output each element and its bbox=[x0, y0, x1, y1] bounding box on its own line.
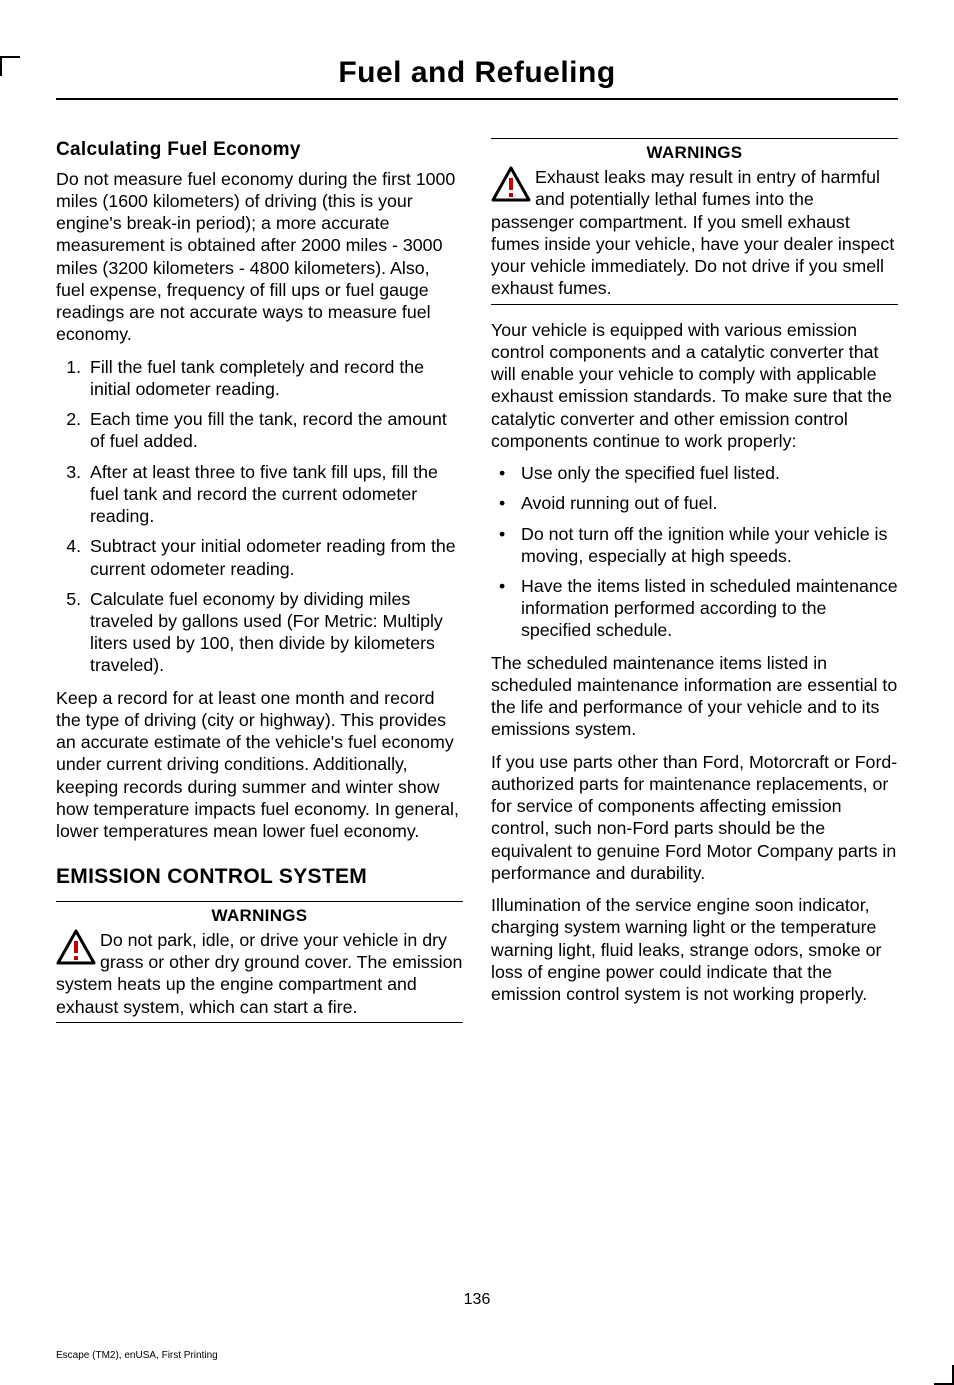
list-item: Fill the fuel tank completely and record… bbox=[86, 356, 463, 400]
warning-triangle-icon bbox=[56, 929, 96, 965]
warnings-label: WARNINGS bbox=[56, 901, 463, 926]
warnings-label: WARNINGS bbox=[491, 138, 898, 163]
list-item: Have the items listed in scheduled maint… bbox=[491, 575, 898, 642]
steps-list: Fill the fuel tank completely and record… bbox=[56, 356, 463, 677]
list-item: Use only the specified fuel listed. bbox=[491, 462, 898, 484]
list-item: Subtract your initial odometer reading f… bbox=[86, 535, 463, 579]
heading-calculating: Calculating Fuel Economy bbox=[56, 138, 463, 162]
warning-text: Exhaust leaks may result in entry of har… bbox=[491, 167, 894, 298]
warning-triangle-icon bbox=[491, 166, 531, 202]
footer-text: Escape (TM2), enUSA, First Printing bbox=[56, 1350, 218, 1361]
para-scheduled: The scheduled maintenance items listed i… bbox=[491, 652, 898, 741]
para-parts: If you use parts other than Ford, Motorc… bbox=[491, 751, 898, 884]
para-equipped: Your vehicle is equipped with various em… bbox=[491, 319, 898, 452]
list-item: Each time you fill the tank, record the … bbox=[86, 408, 463, 452]
list-item: Avoid running out of fuel. bbox=[491, 492, 898, 514]
list-item: After at least three to five tank fill u… bbox=[86, 461, 463, 528]
right-column: WARNINGS Exhaust leaks may result in ent… bbox=[491, 138, 898, 1031]
warning-block: Do not park, idle, or drive your vehicle… bbox=[56, 929, 463, 1023]
para-record: Keep a record for at least one month and… bbox=[56, 687, 463, 843]
crop-mark-top-left bbox=[0, 56, 20, 76]
para-intro: Do not measure fuel economy during the f… bbox=[56, 168, 463, 346]
list-item: Do not turn off the ignition while your … bbox=[491, 523, 898, 567]
bullet-list: Use only the specified fuel listed. Avoi… bbox=[491, 462, 898, 642]
content-columns: Calculating Fuel Economy Do not measure … bbox=[0, 100, 954, 1031]
warning-text: Do not park, idle, or drive your vehicle… bbox=[56, 930, 462, 1017]
left-column: Calculating Fuel Economy Do not measure … bbox=[56, 138, 463, 1031]
crop-mark-bottom-right bbox=[934, 1365, 954, 1385]
para-illumination: Illumination of the service engine soon … bbox=[491, 894, 898, 1005]
list-item: Calculate fuel economy by dividing miles… bbox=[86, 588, 463, 677]
page-title: Fuel and Refueling bbox=[0, 56, 954, 90]
warning-block: Exhaust leaks may result in entry of har… bbox=[491, 166, 898, 304]
page-number: 136 bbox=[0, 1291, 954, 1309]
heading-emission: EMISSION CONTROL SYSTEM bbox=[56, 864, 463, 890]
